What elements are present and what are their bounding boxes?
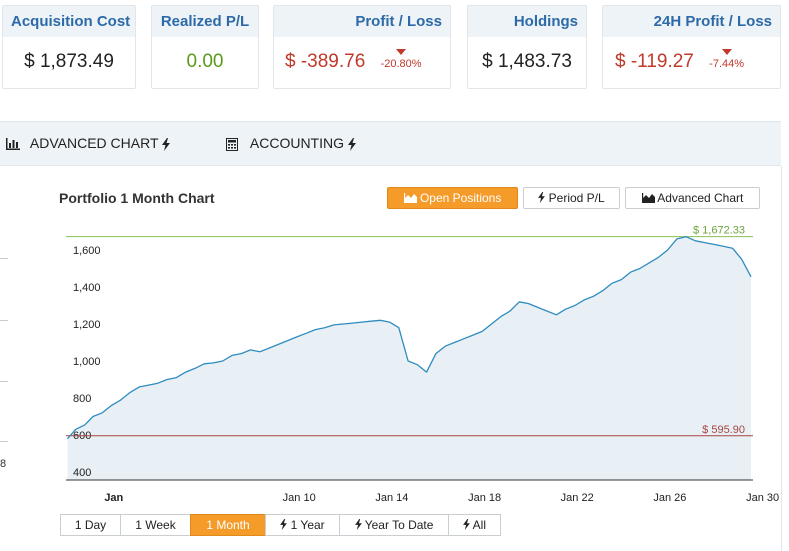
acquisition-cost-card: Acquisition Cost $ 1,873.49	[2, 5, 136, 89]
stub-gridline	[0, 441, 8, 442]
pl-24h-percent: -7.44%	[709, 58, 745, 71]
advanced-chart-button[interactable]: Advanced Chart	[625, 187, 760, 209]
x-tick-label: Jan 18	[468, 492, 501, 504]
x-tick-label: Jan 22	[561, 492, 594, 504]
max-value-label: $ 1,672.33	[693, 225, 745, 237]
profit-loss-card: Profit / Loss $ -389.76 -20.80%	[273, 5, 451, 89]
down-triangle-icon	[396, 49, 407, 56]
open-positions-label: Open Positions	[419, 191, 502, 205]
calculator-icon	[226, 137, 238, 151]
area-chart-icon	[403, 193, 417, 203]
profit-loss-change: -20.80%	[381, 49, 422, 70]
pl-24h-card: 24H Profit / Loss $ -119.27 -7.44%	[602, 5, 781, 89]
range-all-button[interactable]: All	[448, 514, 501, 536]
holdings-label: Holdings	[468, 6, 586, 37]
period-pl-button[interactable]: Period P/L	[523, 187, 620, 209]
range-1-year-label: 1 Year	[290, 518, 325, 532]
range-year-to-date-button[interactable]: Year To Date	[339, 514, 449, 536]
tab-advanced-chart-label: ADVANCED CHART	[29, 135, 159, 151]
y-tick-label: 1,200	[73, 319, 101, 331]
realized-pl-label: Realized P/L	[152, 6, 258, 37]
tab-accounting-label: ACCOUNTING	[249, 135, 345, 151]
area-chart-icon	[641, 193, 655, 203]
x-tick-label: Jan 30	[746, 492, 779, 504]
realized-pl-value: 0.00	[186, 51, 224, 72]
x-tick-label: Jan 14	[375, 492, 408, 504]
stub-gridline	[0, 258, 8, 259]
down-triangle-icon	[721, 49, 732, 56]
bolt-icon	[280, 519, 288, 530]
stub-gridline	[0, 381, 8, 382]
profit-loss-value: $ -389.76	[285, 51, 366, 72]
range-all-label: All	[472, 518, 486, 532]
pl-24h-label: 24H Profit / Loss	[603, 6, 780, 37]
period-pl-label: Period P/L	[548, 191, 605, 205]
pl-24h-value-row: $ -119.27 -7.44%	[603, 37, 780, 87]
range-1-week-label: 1 Week	[135, 518, 176, 532]
chart-panel-title: Portfolio 1 Month Chart	[59, 190, 215, 206]
acquisition-cost-value: $ 1,873.49	[24, 51, 114, 72]
tab-bar: ADVANCED CHART ACCOUNTING	[0, 121, 781, 166]
bolt-icon	[463, 519, 470, 530]
x-tick-label: Jan 10	[283, 492, 316, 504]
profit-loss-value-row: $ -389.76 -20.80%	[274, 37, 450, 87]
range-1-month-label: 1 Month	[206, 518, 250, 532]
realized-pl-card: Realized P/L 0.00	[151, 5, 259, 89]
bolt-icon	[162, 137, 171, 151]
range-1-day-button[interactable]: 1 Day	[60, 514, 121, 536]
acquisition-cost-label: Acquisition Cost	[3, 6, 135, 37]
stub-axis-label: 8	[0, 458, 7, 470]
range-year-to-date-label: Year To Date	[364, 518, 434, 532]
x-tick-label: Jan 26	[653, 492, 686, 504]
profit-loss-percent: -20.80%	[380, 58, 422, 71]
series-area	[67, 236, 751, 480]
bolt-icon	[347, 137, 356, 151]
stub-gridline	[0, 320, 8, 321]
holdings-card: Holdings $ 1,483.73	[467, 5, 587, 89]
open-positions-button[interactable]: Open Positions	[387, 187, 518, 209]
range-1-day-label: 1 Day	[74, 518, 107, 532]
range-1-month-button[interactable]: 1 Month	[190, 514, 266, 536]
pl-24h-value: $ -119.27	[615, 51, 694, 72]
y-tick-label: 1,600	[73, 245, 101, 257]
y-tick-label: 1,000	[73, 356, 101, 368]
y-tick-label: 1,400	[73, 282, 101, 294]
advanced-chart-label: Advanced Chart	[657, 191, 744, 205]
bolt-icon	[538, 192, 546, 203]
profit-loss-label: Profit / Loss	[274, 6, 450, 37]
range-1-week-button[interactable]: 1 Week	[120, 514, 191, 536]
x-tick-label: Jan	[104, 492, 123, 504]
series-line	[67, 236, 752, 440]
tab-advanced-chart[interactable]: ADVANCED CHART	[6, 122, 171, 165]
bar-chart-icon	[6, 138, 20, 151]
min-value-label: $ 595.90	[702, 424, 745, 436]
tab-accounting[interactable]: ACCOUNTING	[226, 122, 356, 165]
y-tick-label: 800	[73, 393, 91, 405]
bolt-icon	[354, 519, 362, 530]
holdings-value: $ 1,483.73	[482, 51, 572, 72]
y-tick-label: 400	[73, 467, 91, 479]
pl-24h-change: -7.44%	[709, 49, 744, 70]
range-1-year-button[interactable]: 1 Year	[265, 514, 340, 536]
